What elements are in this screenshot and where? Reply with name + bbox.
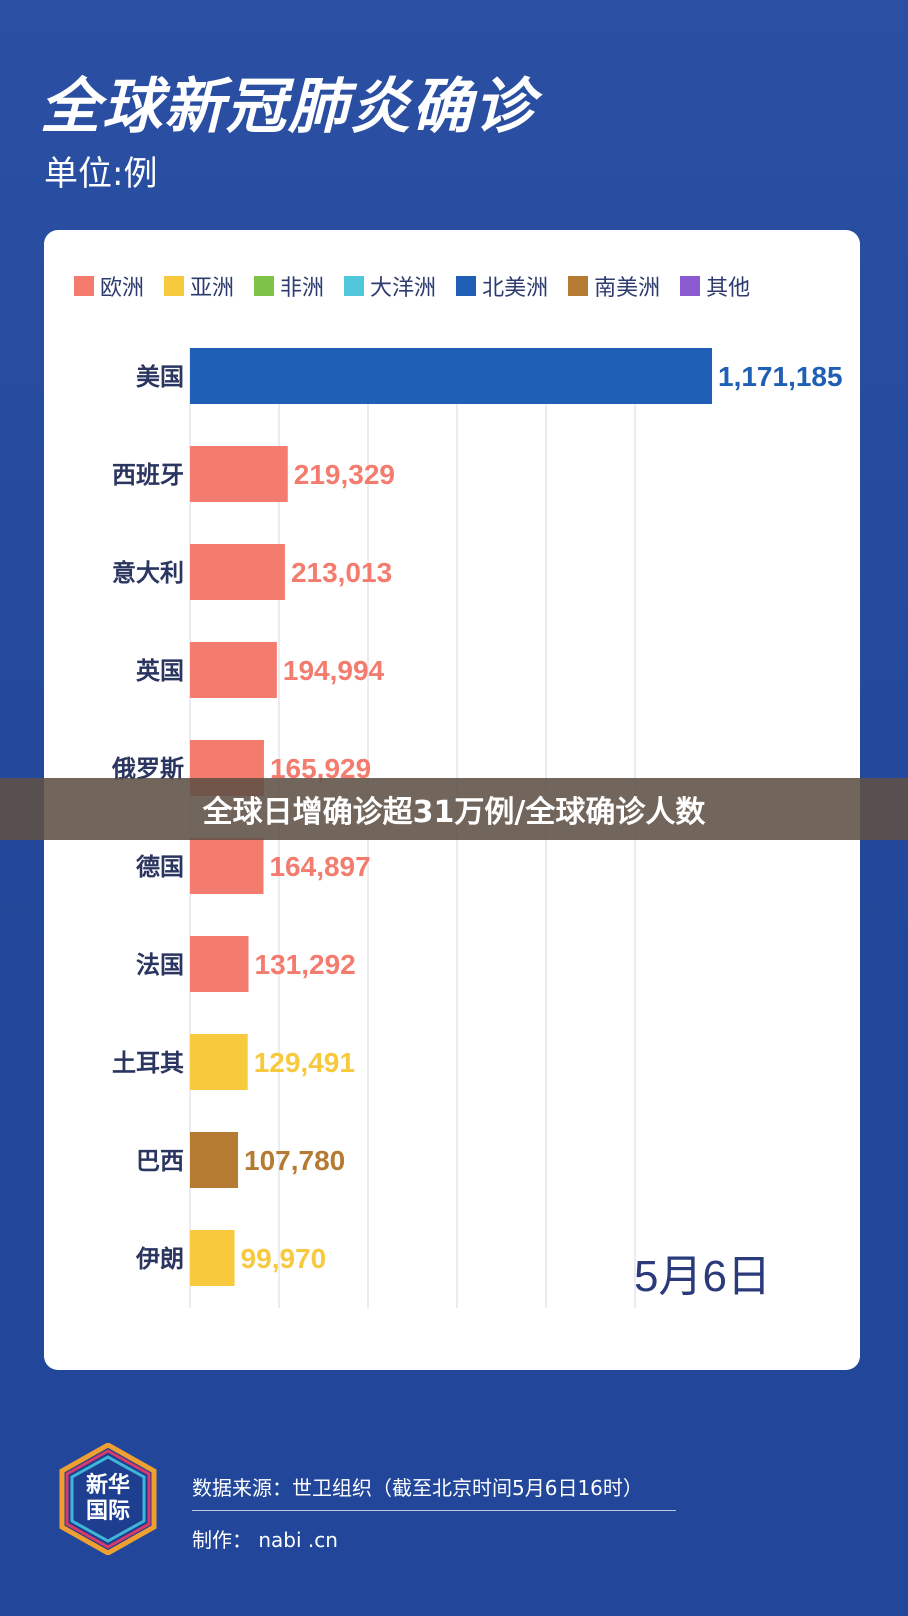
- logo-line2: 国际: [85, 1499, 130, 1524]
- data-source: 数据来源：世卫组织（截至北京时间5月6日16时）: [192, 1476, 643, 1500]
- value-label: 131,292: [255, 949, 356, 980]
- legend-item: 亚洲: [164, 270, 234, 302]
- bar: [190, 1034, 248, 1090]
- legend-label: 欧洲: [100, 276, 145, 301]
- category-label: 巴西: [136, 1147, 184, 1175]
- value-label: 219,329: [294, 459, 395, 490]
- page-title: 全球新冠肺炎确诊: [40, 72, 536, 142]
- legend-swatch: [254, 276, 275, 296]
- legend-label: 北美洲: [482, 276, 549, 301]
- category-label: 伊朗: [135, 1245, 184, 1273]
- value-label: 194,994: [283, 655, 385, 686]
- legend-item: 南美洲: [568, 270, 660, 302]
- logo-line1: 新华: [85, 1473, 130, 1498]
- bar: [190, 544, 285, 600]
- value-label: 164,897: [269, 851, 370, 882]
- legend-item: 非洲: [254, 270, 324, 302]
- maker-credit: 制作： nabi .cn: [192, 1528, 338, 1552]
- legend-swatch: [164, 276, 185, 296]
- bar-chart: 美国 1,171,185 西班牙 219,329 意大利 213,013 英国 194,994…: [111, 348, 843, 1308]
- bar: [190, 446, 288, 502]
- bar: [190, 936, 249, 992]
- legend-swatch: [680, 276, 701, 296]
- legend-swatch: [568, 276, 589, 296]
- value-label: 213,013: [291, 557, 392, 588]
- bar: [190, 642, 277, 698]
- caption-banner: 全球日增确诊超31万例/全球确诊人数: [0, 778, 908, 840]
- caption-text: 全球日增确诊超31万例/全球确诊人数: [202, 795, 706, 830]
- legend-label: 南美洲: [594, 276, 661, 301]
- category-label: 德国: [136, 853, 184, 881]
- xinhua-logo: 新华 国际: [52, 1442, 164, 1556]
- legend-item: 其他: [680, 270, 750, 302]
- footer-divider: [192, 1510, 676, 1511]
- legend-item: 欧洲: [74, 270, 144, 302]
- category-label: 英国: [136, 657, 184, 685]
- legend-item: 北美洲: [456, 270, 548, 302]
- category-label: 美国: [136, 363, 184, 391]
- bar: [190, 348, 712, 404]
- value-label: 107,780: [244, 1145, 345, 1176]
- category-label: 土耳其: [112, 1049, 184, 1077]
- category-label: 意大利: [112, 559, 184, 587]
- unit-label: 单位:例: [44, 154, 158, 194]
- category-label: 西班牙: [112, 461, 184, 489]
- bar: [190, 1230, 235, 1286]
- chart-legend: 欧洲 亚洲 非洲 大洋洲 北美洲 南美洲 其他: [74, 270, 770, 302]
- legend-swatch: [344, 276, 365, 296]
- value-label: 129,491: [254, 1047, 355, 1078]
- bar: [190, 838, 264, 894]
- legend-label: 亚洲: [190, 276, 235, 301]
- value-label: 1,171,185: [718, 361, 843, 392]
- legend-item: 大洋洲: [344, 270, 436, 302]
- date-label: 5月6日: [634, 1252, 771, 1301]
- bar: [190, 1132, 239, 1188]
- legend-label: 非洲: [280, 276, 325, 301]
- category-label: 法国: [136, 951, 184, 979]
- legend-label: 其他: [706, 276, 751, 301]
- legend-label: 大洋洲: [370, 276, 437, 301]
- legend-swatch: [74, 276, 94, 296]
- legend-swatch: [456, 276, 477, 296]
- value-label: 99,970: [241, 1243, 327, 1274]
